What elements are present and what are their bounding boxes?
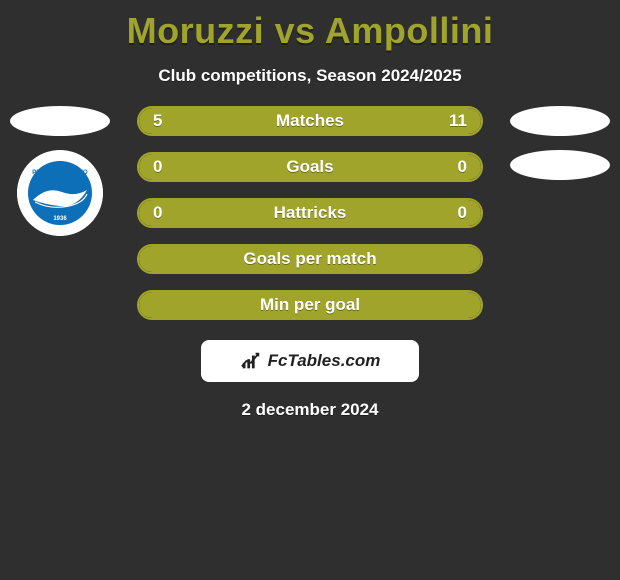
stat-label: Hattricks xyxy=(274,203,347,223)
left-club-badge: PESCARA CALCIO 1936 xyxy=(17,150,103,236)
date-text: 2 december 2024 xyxy=(0,400,620,420)
stat-value-right: 0 xyxy=(458,203,467,223)
stat-value-right: 0 xyxy=(458,157,467,177)
footer-brand-text: FcTables.com xyxy=(268,351,381,371)
subtitle: Club competitions, Season 2024/2025 xyxy=(0,66,620,86)
stat-bar: Min per goal xyxy=(137,290,483,320)
pescara-badge-icon: PESCARA CALCIO 1936 xyxy=(17,150,103,236)
stat-label: Min per goal xyxy=(260,295,360,315)
footer-badge: FcTables.com xyxy=(201,340,419,382)
main-area: PESCARA CALCIO 1936 5 11 Matches 0 0 Goals 0 0 H… xyxy=(0,106,620,320)
stat-value-right: 11 xyxy=(449,111,467,131)
right-player-placeholder xyxy=(510,106,610,136)
stat-value-left: 5 xyxy=(153,111,162,131)
stat-label: Goals per match xyxy=(243,249,376,269)
page-title: Moruzzi vs Ampollini xyxy=(0,0,620,52)
stat-value-left: 0 xyxy=(153,157,162,177)
stat-bar: Goals per match xyxy=(137,244,483,274)
right-club-placeholder xyxy=(510,150,610,180)
stat-label: Matches xyxy=(276,111,344,131)
stat-bar: 0 0 Goals xyxy=(137,152,483,182)
comparison-card: Moruzzi vs Ampollini Club competitions, … xyxy=(0,0,620,580)
stat-value-left: 0 xyxy=(153,203,162,223)
left-column: PESCARA CALCIO 1936 xyxy=(10,106,110,236)
stat-label: Goals xyxy=(286,157,333,177)
stat-bar: 0 0 Hattricks xyxy=(137,198,483,228)
stat-bars: 5 11 Matches 0 0 Goals 0 0 Hattricks Goals per ma… xyxy=(137,106,483,320)
left-player-placeholder xyxy=(10,106,110,136)
svg-text:PESCARA CALCIO: PESCARA CALCIO xyxy=(32,169,88,176)
chart-icon xyxy=(240,350,262,372)
right-column xyxy=(510,106,610,180)
svg-text:1936: 1936 xyxy=(53,216,67,222)
stat-bar: 5 11 Matches xyxy=(137,106,483,136)
